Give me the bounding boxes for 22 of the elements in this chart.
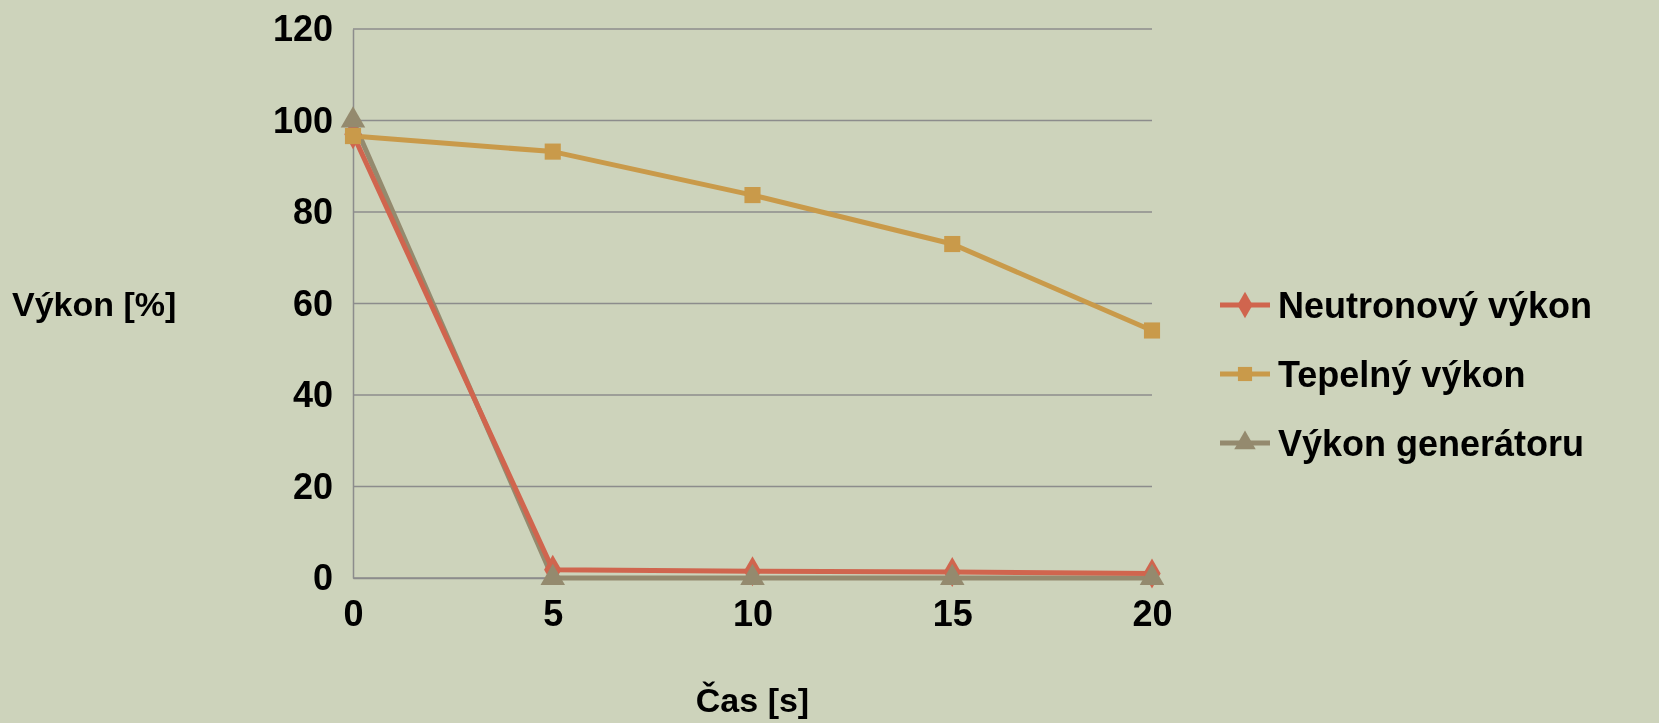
x-tick-label: 10 — [732, 592, 774, 634]
y-tick-label: 20 — [292, 465, 333, 507]
y-tick-label: 40 — [292, 374, 333, 416]
point — [744, 187, 761, 204]
point — [344, 127, 362, 145]
legend-label: Neutronový výkon — [1278, 285, 1593, 326]
legend-label: Tepelný výkon — [1278, 354, 1526, 395]
y-tick-label: 60 — [292, 282, 333, 324]
y-tick-label: 80 — [292, 191, 333, 233]
x-axis-title: Čas [s] — [695, 681, 810, 719]
y-tick-label: 100 — [272, 99, 333, 141]
point — [944, 235, 961, 253]
y-axis-title: Výkon [%] — [12, 284, 177, 323]
legend-label: Výkon generátoru — [1278, 423, 1585, 464]
y-tick-label: 0 — [312, 557, 333, 599]
x-tick-label: 15 — [932, 592, 973, 634]
x-tick-label: 20 — [1132, 592, 1173, 634]
x-tick-label: 0 — [343, 592, 364, 634]
y-tick-label: 120 — [272, 8, 333, 50]
point — [1143, 322, 1161, 339]
x-tick-label: 5 — [543, 592, 564, 634]
point — [544, 143, 561, 160]
